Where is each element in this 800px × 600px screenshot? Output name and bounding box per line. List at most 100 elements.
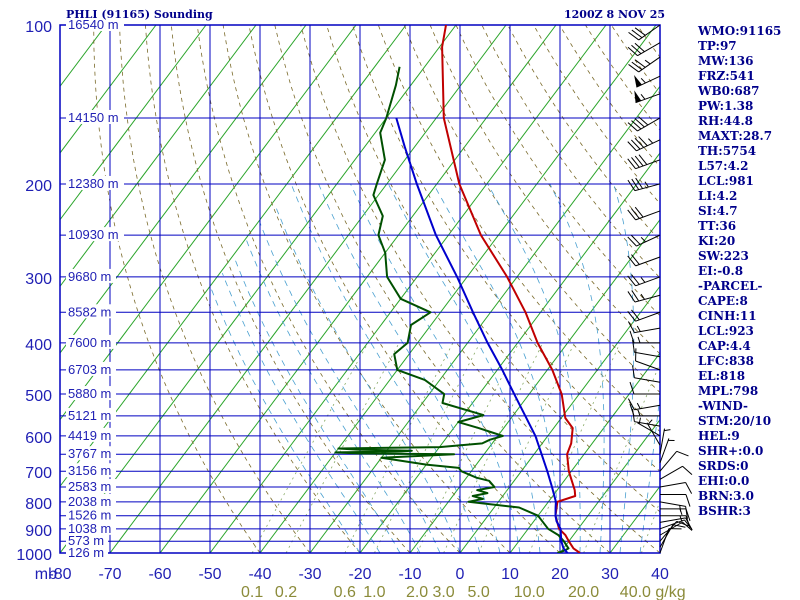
wind-barb [660, 508, 691, 522]
wind-barb-staff [646, 422, 661, 446]
wind-barb-feather [627, 141, 637, 152]
isotherm-line [159, 25, 557, 553]
wind-barb-feather [627, 398, 635, 410]
dry-adiabat-line [196, 25, 461, 553]
index-item: EL:818 [698, 369, 746, 383]
index-item: EI:-0.8 [698, 264, 744, 278]
height-label: 1526 m [68, 508, 111, 523]
mixing-ratio-line [583, 362, 660, 553]
wind-barb [627, 309, 661, 322]
wind-barb-feather [631, 290, 640, 302]
mixing-ratio-label: 10.0 [514, 584, 545, 600]
height-label-bg [66, 386, 116, 401]
moist-adiabat-line [613, 183, 635, 553]
height-label: 12380 m [68, 176, 119, 191]
wind-barb-feather [628, 31, 639, 41]
pressure-tick-label: 600 [25, 430, 52, 447]
index-item: WMO:91165 [698, 24, 782, 38]
dewpoint-profile-line [334, 66, 570, 553]
wind-barb-staff [659, 428, 666, 455]
index-item: BSHR:3 [698, 504, 751, 518]
height-label-bg [66, 17, 124, 31]
wind-barb-feather [634, 42, 645, 53]
moist-adiabat-line [290, 183, 481, 553]
pressure-tick-label: 700 [25, 465, 52, 482]
mixing-ratio-label: 5.0 [467, 584, 489, 600]
temperature-tick-label: -70 [98, 566, 121, 583]
height-label: 8582 m [68, 304, 111, 319]
index-item: PW:1.38 [698, 99, 754, 113]
index-item: LCL:981 [698, 174, 754, 188]
wind-barb-feather [631, 44, 642, 55]
mixing-ratio-label: 0.1 [241, 584, 263, 600]
wind-barb-feather [627, 46, 638, 57]
wind-barb-feather [635, 177, 644, 189]
temperature-tick-label: 20 [551, 566, 569, 583]
wind-barb-staff [635, 159, 661, 170]
height-label-bg [66, 446, 116, 461]
wind-barb-pennant [634, 75, 642, 88]
pressure-tick-label: 900 [25, 523, 52, 540]
wind-barb-staff [659, 520, 678, 542]
index-list: WMO:91165 TP:97 MW:136 FRZ:541 WB0:687 PW:1.3… [698, 24, 781, 519]
index-item: EHI:0.0 [698, 474, 750, 488]
wind-barb-staff [659, 521, 683, 536]
wind-barb-feather [629, 330, 635, 344]
height-label: 16540 m [68, 17, 119, 32]
height-label-bg [66, 109, 124, 124]
wind-barb-feather [672, 524, 686, 528]
wind-barb [627, 321, 661, 334]
isotherm-line [559, 418, 660, 553]
height-label-bg [66, 463, 116, 478]
height-label-bg [66, 407, 116, 422]
height-label: 2038 m [68, 494, 111, 509]
wind-barb-feather [634, 155, 644, 167]
index-item: FRZ:541 [698, 69, 755, 83]
wind-barb-staff [636, 234, 661, 247]
wind-barb [637, 417, 661, 437]
isotherm-line [259, 25, 657, 553]
wind-barb-staff [637, 422, 661, 437]
index-item: SHR+:0.0 [698, 444, 764, 458]
index-item: LI:4.2 [698, 189, 738, 203]
wind-barb-feather [627, 310, 636, 322]
wind-barb-staff [635, 93, 661, 104]
wind-barb-staff [634, 404, 661, 411]
parcel-profile-line [395, 117, 569, 553]
wind-barb-staff [634, 183, 661, 192]
mixing-ratio-label: 40.0 [620, 584, 651, 600]
wind-barb-half-feather [648, 138, 654, 144]
wind-barb-feather [627, 122, 638, 132]
pressure-tick-label: 500 [25, 388, 52, 405]
wind-barb-feather [627, 291, 636, 303]
index-item: L57:4.2 [698, 159, 749, 173]
height-label: 2583 m [68, 479, 111, 494]
wind-barb-half-feather [636, 402, 641, 409]
pressure-tick-label: 200 [25, 178, 52, 195]
wind-barb-feather [627, 236, 637, 247]
wind-barb-half-feather [664, 429, 671, 432]
isotherm-line [109, 25, 507, 553]
wind-barb [632, 339, 661, 358]
wind-barb [627, 398, 661, 411]
x-axis-label: mb [35, 566, 57, 583]
wind-barb-staff [638, 56, 661, 73]
isotherm-line [60, 25, 457, 553]
wind-barb-feather [631, 178, 640, 190]
wind-barb-feather [638, 136, 648, 147]
station-title: PHLI (91165) Sounding [66, 8, 213, 21]
wind-barb-staff [634, 327, 661, 334]
height-label: 10930 m [68, 227, 119, 242]
wind-barb [629, 330, 660, 344]
wind-barb-feather [627, 321, 635, 333]
wind-barb [628, 56, 661, 73]
wind-barb-feather [627, 275, 636, 287]
wind-barb-feather [632, 365, 635, 378]
mixing-ratio-label: 1.0 [363, 584, 385, 600]
wind-barb-feather [631, 208, 640, 219]
index-item: LCL:923 [698, 324, 754, 338]
wind-barb-half-feather [640, 236, 646, 243]
wind-barb-feather [631, 234, 641, 245]
